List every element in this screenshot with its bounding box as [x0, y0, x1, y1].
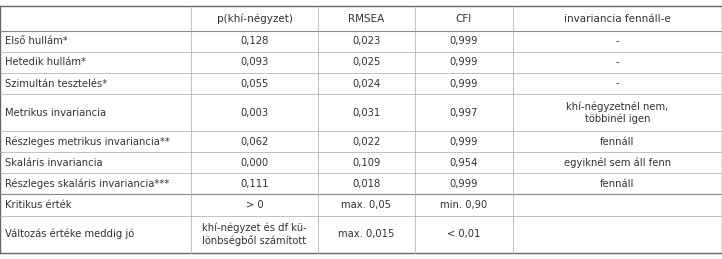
Text: 0,031: 0,031 [352, 107, 380, 118]
Text: min. 0,90: min. 0,90 [440, 200, 487, 210]
Text: 0,128: 0,128 [240, 36, 269, 46]
Text: fennáll: fennáll [600, 137, 635, 147]
Text: Változás értéke meddig jó: Változás értéke meddig jó [5, 229, 134, 239]
Text: 0,024: 0,024 [352, 78, 380, 89]
Text: 0,111: 0,111 [240, 179, 269, 189]
Text: 0,093: 0,093 [240, 57, 269, 67]
Text: 0,062: 0,062 [240, 137, 269, 147]
Text: Hetedik hullám*: Hetedik hullám* [5, 57, 86, 67]
Text: < 0,01: < 0,01 [447, 229, 481, 239]
Text: 0,025: 0,025 [352, 57, 380, 67]
Text: invariancia fennáll-e: invariancia fennáll-e [564, 14, 671, 24]
Text: RMSEA: RMSEA [348, 14, 385, 24]
Text: 0,999: 0,999 [450, 36, 478, 46]
Text: khí-négyzet és df kü-
lönbségből számított: khí-négyzet és df kü- lönbségből számíto… [202, 222, 307, 246]
Text: 0,999: 0,999 [450, 137, 478, 147]
Text: 0,999: 0,999 [450, 179, 478, 189]
Text: 0,999: 0,999 [450, 57, 478, 67]
Text: -: - [615, 78, 619, 89]
Text: egyiknél sem áll fenn: egyiknél sem áll fenn [564, 157, 671, 168]
Text: 0,999: 0,999 [450, 78, 478, 89]
Text: Részleges metrikus invariancia**: Részleges metrikus invariancia** [5, 136, 170, 147]
Text: -: - [615, 57, 619, 67]
Text: 0,022: 0,022 [352, 137, 380, 147]
Text: Metrikus invariancia: Metrikus invariancia [5, 107, 106, 118]
Text: fennáll: fennáll [600, 179, 635, 189]
Text: 0,000: 0,000 [240, 158, 269, 168]
Text: > 0: > 0 [245, 200, 264, 210]
Text: Kritikus érték: Kritikus érték [5, 200, 71, 210]
Text: p(khí-négyzet): p(khí-négyzet) [217, 13, 292, 24]
Text: 0,109: 0,109 [352, 158, 380, 168]
Text: 0,055: 0,055 [240, 78, 269, 89]
Text: CFI: CFI [456, 14, 472, 24]
Text: 0,003: 0,003 [240, 107, 269, 118]
Text: Szimultán tesztelés*: Szimultán tesztelés* [5, 78, 108, 89]
Text: 0,018: 0,018 [352, 179, 380, 189]
Text: Skaláris invariancia: Skaláris invariancia [5, 158, 103, 168]
Text: 0,954: 0,954 [450, 158, 478, 168]
Text: 0,023: 0,023 [352, 36, 380, 46]
Text: -: - [615, 36, 619, 46]
Text: Első hullám*: Első hullám* [5, 36, 68, 46]
Text: max. 0,015: max. 0,015 [338, 229, 395, 239]
Text: Részleges skaláris invariancia***: Részleges skaláris invariancia*** [5, 179, 170, 189]
Text: 0,997: 0,997 [450, 107, 478, 118]
Text: khí-négyzetnél nem,
többinél igen: khí-négyzetnél nem, többinél igen [566, 101, 669, 124]
Text: max. 0,05: max. 0,05 [342, 200, 391, 210]
